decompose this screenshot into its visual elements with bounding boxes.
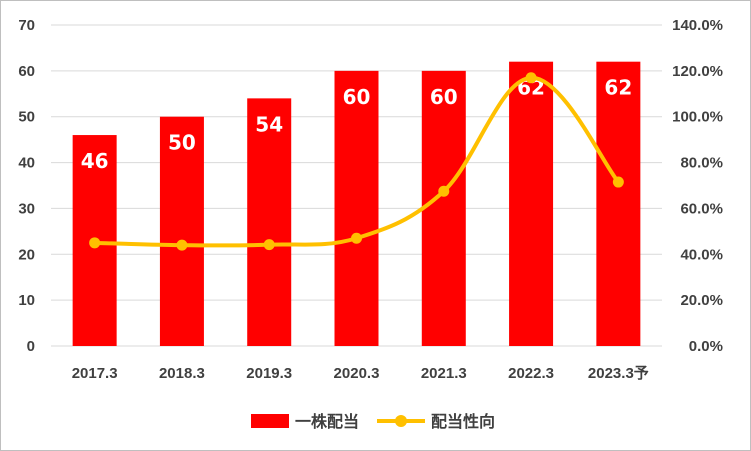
right-tick-label: 80.0% <box>680 155 723 172</box>
right-tick-label: 20.0% <box>680 292 723 309</box>
bar-series <box>72 61 641 346</box>
bar-value-label: 50 <box>168 131 196 155</box>
bar-value-label: 60 <box>343 85 371 109</box>
legend-line-label: 配当性向 <box>431 412 495 431</box>
line-point <box>438 185 450 197</box>
line-point <box>351 232 362 244</box>
bar <box>334 70 379 346</box>
category-label: 2022.3 <box>508 365 554 382</box>
right-tick-label: 40.0% <box>680 246 723 263</box>
left-axis-ticks: 0 10 20 30 40 50 60 70 <box>18 17 35 355</box>
bar <box>159 116 204 346</box>
right-tick-label: 140.0% <box>672 17 723 34</box>
left-tick-label: 30 <box>18 200 35 217</box>
left-tick-label: 10 <box>18 292 35 309</box>
left-tick-label: 0 <box>27 338 35 355</box>
category-label: 2019.3 <box>246 365 292 382</box>
right-tick-label: 60.0% <box>680 200 723 217</box>
category-label: 2023.3予 <box>588 365 649 382</box>
category-axis-labels: 2017.3 2018.3 2019.3 2020.3 2021.3 2022.3 2023… <box>72 365 649 382</box>
category-label: 2018.3 <box>159 365 205 382</box>
right-tick-label: 120.0% <box>672 63 723 80</box>
bar <box>421 70 466 346</box>
left-tick-label: 70 <box>18 17 35 34</box>
line-point <box>176 239 188 251</box>
bar-value-label: 60 <box>430 85 458 109</box>
bar-value-label: 54 <box>255 112 283 136</box>
right-tick-label: 0.0% <box>689 338 723 355</box>
category-label: 2020.3 <box>334 365 380 382</box>
bar-value-label: 62 <box>604 76 632 100</box>
legend-bar-swatch <box>251 414 289 428</box>
legend: 一株配当 配当性向 <box>251 412 495 431</box>
left-tick-label: 50 <box>18 109 35 126</box>
line-point <box>612 176 624 188</box>
left-tick-label: 20 <box>18 246 35 263</box>
right-axis-ticks: 0.0% 20.0% 40.0% 60.0% 80.0% 100.0% 120.0% 140.… <box>672 17 723 355</box>
bar <box>596 61 641 346</box>
bar <box>509 61 554 346</box>
bar <box>247 98 292 346</box>
line-point <box>525 72 537 84</box>
line-point <box>263 239 275 251</box>
category-label: 2021.3 <box>421 365 467 382</box>
line-series <box>89 72 624 251</box>
right-tick-label: 100.0% <box>672 109 723 126</box>
category-label: 2017.3 <box>72 365 118 382</box>
bar-value-label: 46 <box>81 149 109 173</box>
line-point <box>89 237 101 249</box>
legend-bar-label: 一株配当 <box>295 412 359 431</box>
left-tick-label: 60 <box>18 63 35 80</box>
left-tick-label: 40 <box>18 155 35 172</box>
legend-line-marker <box>395 415 407 427</box>
